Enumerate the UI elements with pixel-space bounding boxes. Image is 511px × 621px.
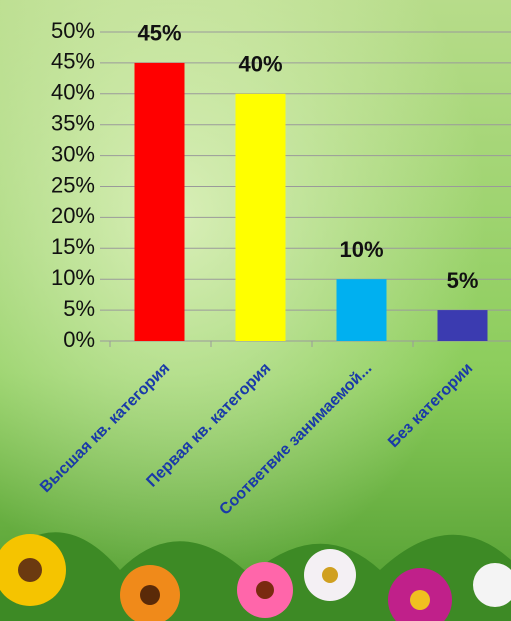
y-tick-label: 45% <box>51 49 95 74</box>
y-tick-label: 5% <box>63 296 95 321</box>
y-tick-label: 25% <box>51 172 95 197</box>
y-tick-label: 15% <box>51 234 95 259</box>
bar <box>134 62 185 342</box>
y-tick-label: 50% <box>51 18 95 43</box>
y-tick-label: 35% <box>51 111 95 136</box>
y-tick-label: 30% <box>51 141 95 166</box>
y-tick-label: 20% <box>51 203 95 228</box>
y-tick-label: 10% <box>51 265 95 290</box>
bar <box>437 310 488 341</box>
value-label: 40% <box>238 52 282 77</box>
y-tick-label: 40% <box>51 80 95 105</box>
bar <box>235 93 286 341</box>
bar <box>336 279 387 341</box>
value-label: 10% <box>339 237 383 262</box>
y-tick-label: 0% <box>63 327 95 352</box>
value-label: 5% <box>447 268 479 293</box>
value-label: 45% <box>137 21 181 46</box>
